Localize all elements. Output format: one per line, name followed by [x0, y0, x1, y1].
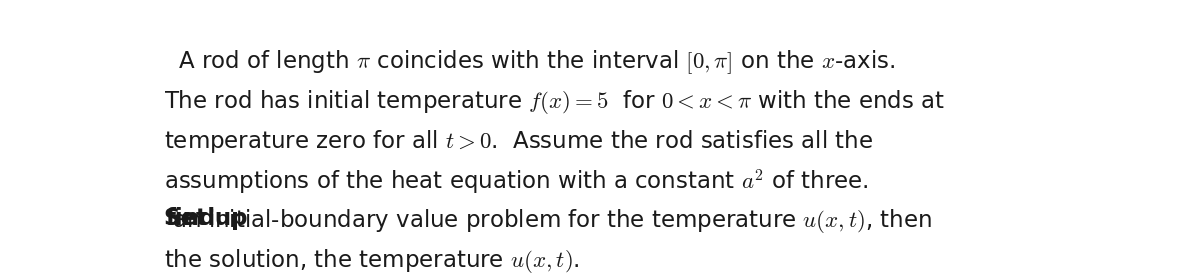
Text: an initial-boundary value problem for the temperature $u(x, t)$, then: an initial-boundary value problem for th… — [164, 208, 934, 235]
Text: the solution, the temperature $u(x, t)$.: the solution, the temperature $u(x, t)$. — [164, 247, 580, 275]
Text: A rod of length $\pi$ coincides with the interval $[0, \pi]$ on the $x$-axis.: A rod of length $\pi$ coincides with the… — [164, 49, 895, 76]
Text: The rod has initial temperature $f(x) = 5$  for $0 < x < \pi$ with the ends at: The rod has initial temperature $f(x) = … — [164, 88, 944, 116]
Text: temperature zero for all $t > 0$.  Assume the rod satisfies all the: temperature zero for all $t > 0$. Assume… — [164, 128, 874, 155]
Text: Set up: Set up — [164, 208, 247, 230]
Text: find: find — [166, 208, 216, 230]
Text: assumptions of the heat equation with a constant $a^2$ of three.: assumptions of the heat equation with a … — [164, 168, 869, 197]
